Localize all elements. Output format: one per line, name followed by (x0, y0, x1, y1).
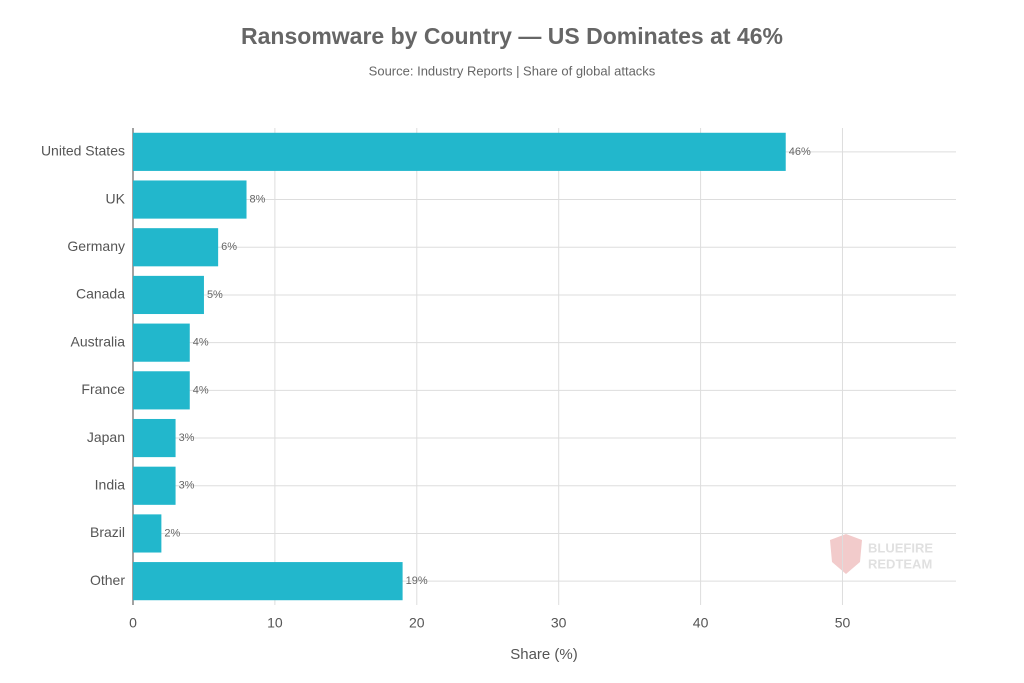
watermark: BLUEFIRE REDTEAM (830, 534, 933, 574)
x-tick-label: 50 (835, 615, 851, 631)
value-label: 6% (221, 241, 237, 253)
bar (133, 275, 204, 315)
bar (133, 418, 176, 458)
bar (133, 228, 219, 267)
y-tick-label: Brazil (90, 524, 125, 540)
y-tick-label: Australia (71, 333, 126, 349)
value-label: 19% (406, 575, 428, 587)
value-label: 5% (207, 289, 223, 301)
x-tick-label: 0 (129, 615, 137, 631)
bar (133, 514, 162, 553)
y-tick-label: United States (41, 143, 125, 159)
value-label: 4% (193, 384, 209, 396)
value-label: 4% (193, 337, 209, 349)
value-label: 2% (164, 527, 180, 539)
x-tick-label: 10 (267, 615, 283, 631)
bar (133, 132, 786, 171)
bar (133, 371, 190, 410)
value-label: 3% (179, 432, 195, 444)
value-label: 3% (179, 480, 195, 492)
y-tick-label: Other (90, 572, 125, 588)
y-tick-label: Germany (67, 238, 125, 254)
chart-subtitle: Source: Industry Reports | Share of glob… (369, 63, 656, 78)
y-tick-label: India (95, 476, 126, 492)
bar (133, 466, 176, 505)
watermark-text: REDTEAM (868, 556, 932, 571)
value-label: 8% (250, 193, 266, 205)
y-tick-label: UK (106, 190, 126, 206)
value-label: 46% (789, 146, 811, 158)
x-axis-label: Share (%) (510, 646, 578, 663)
bar (133, 323, 190, 362)
x-tick-label: 30 (551, 615, 567, 631)
x-tick-label: 40 (693, 615, 709, 631)
bar (133, 180, 247, 219)
watermark-logo (830, 534, 862, 574)
bar (133, 562, 403, 601)
watermark-text: BLUEFIRE (868, 540, 933, 555)
x-tick-label: 20 (409, 615, 425, 631)
y-tick-label: Canada (76, 286, 125, 302)
y-tick-label: France (81, 381, 125, 397)
y-tick-label: Japan (87, 429, 125, 445)
chart-title: Ransomware by Country — US Dominates at … (241, 23, 783, 49)
